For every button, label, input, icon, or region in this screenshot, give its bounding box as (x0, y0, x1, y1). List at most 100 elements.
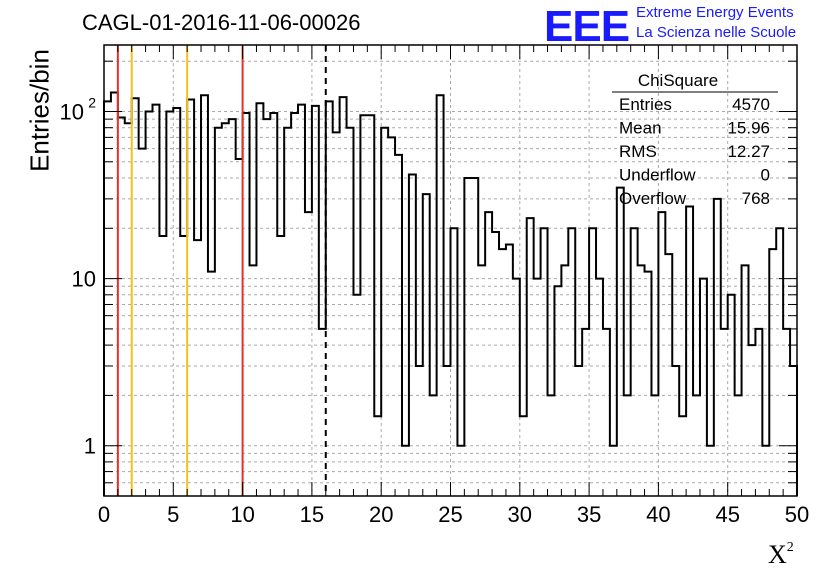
histogram-bin (776, 228, 783, 496)
histogram-bin (672, 366, 679, 496)
stats-label: Mean (619, 119, 662, 138)
histogram-bin (222, 123, 229, 496)
stats-value: 12.27 (727, 142, 770, 161)
histogram-bin (388, 137, 395, 496)
stats-label: Overflow (619, 189, 687, 208)
histogram-bin (284, 128, 291, 496)
x-tick-label: 50 (785, 502, 809, 527)
x-tick-label: 45 (715, 502, 739, 527)
histogram-bin (146, 111, 153, 496)
histogram-bin (139, 149, 146, 496)
histogram-bin (437, 95, 444, 496)
histogram-bin (575, 366, 582, 496)
histogram-bin (367, 115, 374, 496)
histogram-bin (700, 279, 707, 496)
histogram-bin (527, 218, 534, 496)
x-tick-label: 35 (577, 502, 601, 527)
histogram-bin (187, 99, 194, 496)
histogram-bin (541, 228, 548, 496)
histogram-bin (166, 111, 173, 496)
histogram-bin (409, 174, 416, 496)
histogram-bin (520, 416, 527, 496)
x-tick-label: 30 (508, 502, 532, 527)
histogram-bin (381, 128, 388, 496)
x-tick-label: 20 (369, 502, 393, 527)
histogram-bin (492, 232, 499, 496)
stats-label: RMS (619, 142, 657, 161)
stats-value: 768 (742, 189, 770, 208)
histogram-bin (596, 279, 603, 496)
histogram-bin (665, 254, 672, 496)
histogram-bin (506, 244, 513, 496)
histogram-bin (125, 123, 132, 496)
histogram-bin (451, 228, 458, 496)
x-tick-label: 40 (646, 502, 670, 527)
histogram-bin (104, 101, 111, 496)
histogram-bin (444, 366, 451, 496)
stats-title: ChiSquare (638, 71, 718, 90)
histogram-bin (783, 329, 790, 496)
histogram-bin (554, 286, 561, 496)
x-axis-label-superscript: 2 (786, 540, 794, 555)
logo-line-1: Extreme Energy Events (636, 4, 794, 21)
histogram-bin (416, 366, 423, 496)
histogram-bin (617, 188, 624, 496)
stats-value: 15.96 (727, 119, 770, 138)
histogram-bin (118, 118, 125, 496)
histogram-bin (215, 128, 222, 496)
histogram-bin (464, 178, 471, 496)
histogram-bin (582, 329, 589, 496)
histogram-bin (395, 155, 402, 496)
y-tick-label: 10 (60, 99, 84, 124)
histogram-bin (153, 105, 160, 496)
histogram-bin (333, 132, 340, 496)
stats-label: Underflow (619, 166, 696, 185)
histogram-bin (589, 228, 596, 496)
histogram-bin (534, 279, 541, 496)
x-tick-label: 5 (167, 502, 179, 527)
histogram-bin (360, 115, 367, 496)
histogram-bin (755, 329, 762, 496)
histogram-bin (686, 207, 693, 496)
x-tick-label: 25 (438, 502, 462, 527)
x-axis-label: X2 (768, 540, 794, 570)
histogram-bin (312, 106, 319, 496)
histogram-bin (173, 108, 180, 496)
histogram-bin (603, 329, 610, 496)
histogram-bin (132, 98, 139, 496)
histogram-bin (111, 92, 118, 496)
x-tick-label: 0 (98, 502, 110, 527)
histogram-bin (790, 366, 797, 496)
x-axis-label-text: X (768, 540, 787, 569)
histogram-bin (471, 178, 478, 496)
histogram-bin (340, 97, 347, 496)
x-tick-label: 10 (230, 502, 254, 527)
plot-title: CAGL-01-2016-11-06-00026 (82, 10, 361, 35)
histogram-bin (263, 119, 270, 496)
eee-logo: EEE (544, 2, 630, 51)
histogram-outline (103, 91, 798, 496)
stats-label: Entries (619, 95, 672, 114)
histogram-bin (319, 329, 326, 496)
y-tick-exponent: 2 (88, 94, 96, 110)
histogram-bin (748, 345, 755, 496)
histogram-bin (714, 199, 721, 496)
histogram-bin (229, 119, 236, 496)
stats-value: 0 (761, 166, 770, 185)
histogram-bin (347, 128, 354, 496)
stats-value: 4570 (732, 95, 770, 114)
x-tick-label: 15 (300, 502, 324, 527)
histogram-bin (679, 416, 686, 496)
histogram-bin (374, 416, 381, 496)
y-tick-label: 10 (72, 267, 96, 292)
histogram-bin (568, 228, 575, 496)
histogram-bin (326, 101, 333, 496)
histogram-bin (298, 105, 305, 496)
y-tick-label: 1 (84, 434, 96, 459)
histogram-bin (201, 95, 208, 496)
histogram-bin (721, 329, 728, 496)
logo-line-2: La Scienza nelle Scuole (636, 24, 797, 41)
histogram-bin (631, 228, 638, 496)
y-axis-label: Entries/bin (24, 49, 55, 172)
